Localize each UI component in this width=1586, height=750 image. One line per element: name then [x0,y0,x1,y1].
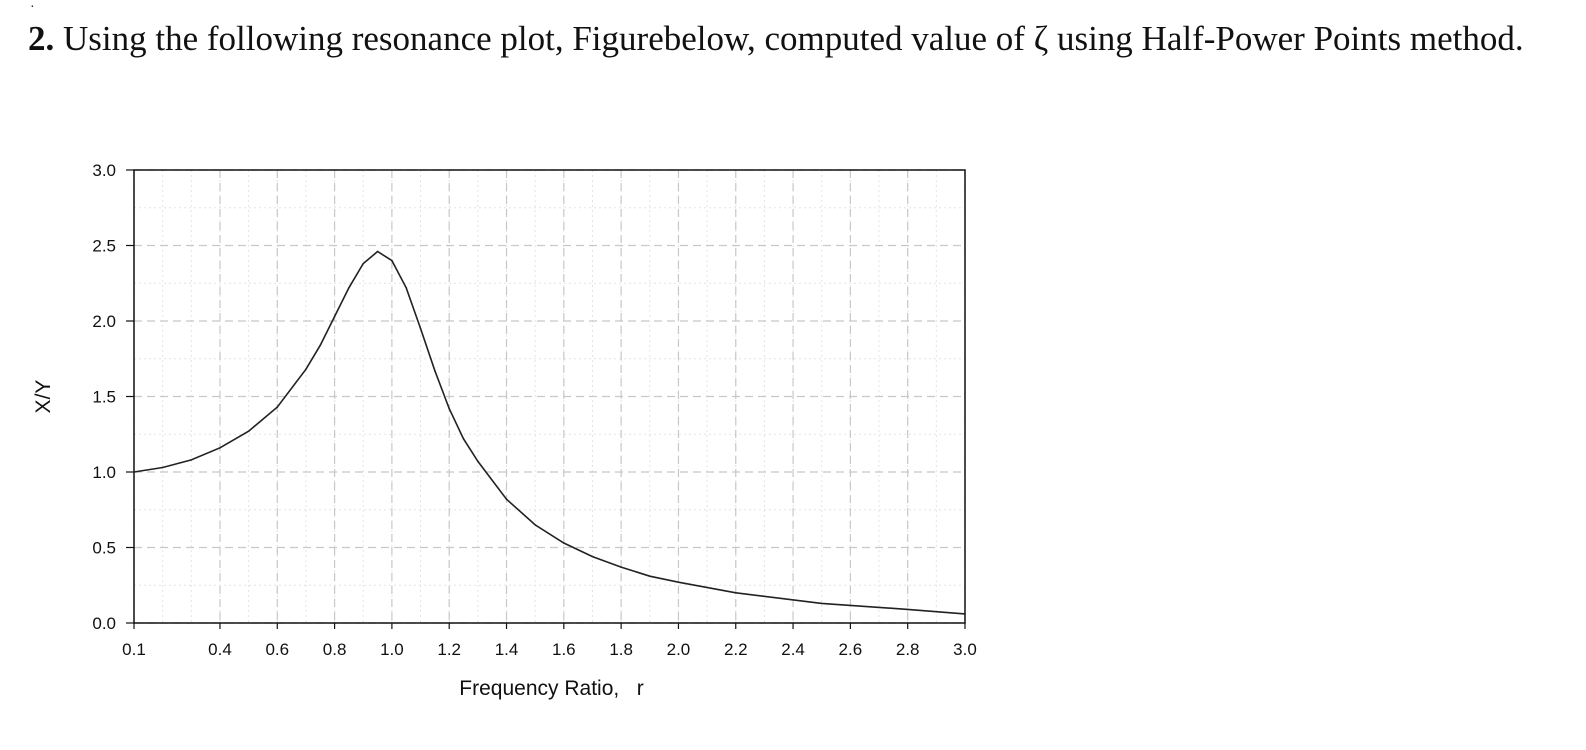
x-tick-label: 2.0 [667,640,691,659]
data-point [591,555,594,558]
x-tick-label: 0.1 [122,640,146,659]
data-point [247,430,250,433]
x-axis-ticks: 0.1 0.4 0.6 0.8 1.0 1.2 1.4 1.6 1.8 2.0 2.2 2.4 2.6 2… [122,623,977,659]
data-point [477,460,479,463]
data-point [964,613,966,615]
data-point [348,286,350,289]
y-tick-label: 1.0 [92,463,116,482]
data-point [161,466,164,469]
grid-lines [133,169,966,624]
y-axis-ticks: 0.0 0.5 1.0 1.5 2.0 2.5 3.0 [92,161,134,633]
x-tick-label: 1.4 [495,640,519,659]
data-point [448,407,451,410]
y-axis-title: X/Y [32,380,55,414]
x-tick-label: 3.0 [953,640,977,659]
x-tick-label: 1.6 [552,640,576,659]
y-tick-label: 0.5 [92,539,116,558]
question-body: Using the following resonance plot, Figu… [54,19,1524,58]
data-point [276,406,279,408]
data-point [820,602,823,605]
x-tick-label: 0.6 [265,640,289,659]
data-point [190,459,193,461]
x-tick-label: 1.2 [437,640,461,659]
data-point [505,498,508,500]
data-point [434,370,436,372]
y-tick-label: 2.0 [92,312,116,331]
series-line [133,250,966,615]
data-point [563,542,565,544]
y-tick-label: 1.5 [92,388,116,407]
data-point [319,344,322,346]
data-point [419,327,422,330]
data-point [362,262,365,265]
data-point [405,286,408,289]
data-point [648,575,651,577]
data-point [305,368,307,371]
question-text: 2. Using the following resonance plot, F… [28,18,1558,60]
data-point [734,592,737,594]
data-point [333,315,336,318]
y-tick-label: 2.5 [92,237,116,256]
data-point [906,608,909,611]
x-tick-label: 2.8 [896,640,920,659]
data-point [391,259,393,262]
x-tick-label: 0.8 [323,640,347,659]
x-tick-label: 1.8 [609,640,633,659]
data-point [534,524,536,526]
x-tick-label: 1.0 [380,640,404,659]
question-number: 2. [28,19,55,58]
y-tick-label: 0.0 [92,614,116,633]
x-tick-label: 0.4 [208,640,232,659]
data-point [219,447,221,449]
data-point [620,566,622,568]
series-points [133,250,966,615]
stray-dot: · [30,0,35,15]
x-tick-label: 2.4 [781,640,805,659]
data-point [376,250,379,253]
y-tick-label: 3.0 [92,161,116,180]
data-point [677,581,680,584]
data-point [462,437,465,440]
data-point [133,471,135,473]
x-tick-label: 2.6 [839,640,863,659]
x-axis-title: Frequency Ratio, r [459,677,643,700]
x-tick-label: 2.2 [724,640,748,659]
